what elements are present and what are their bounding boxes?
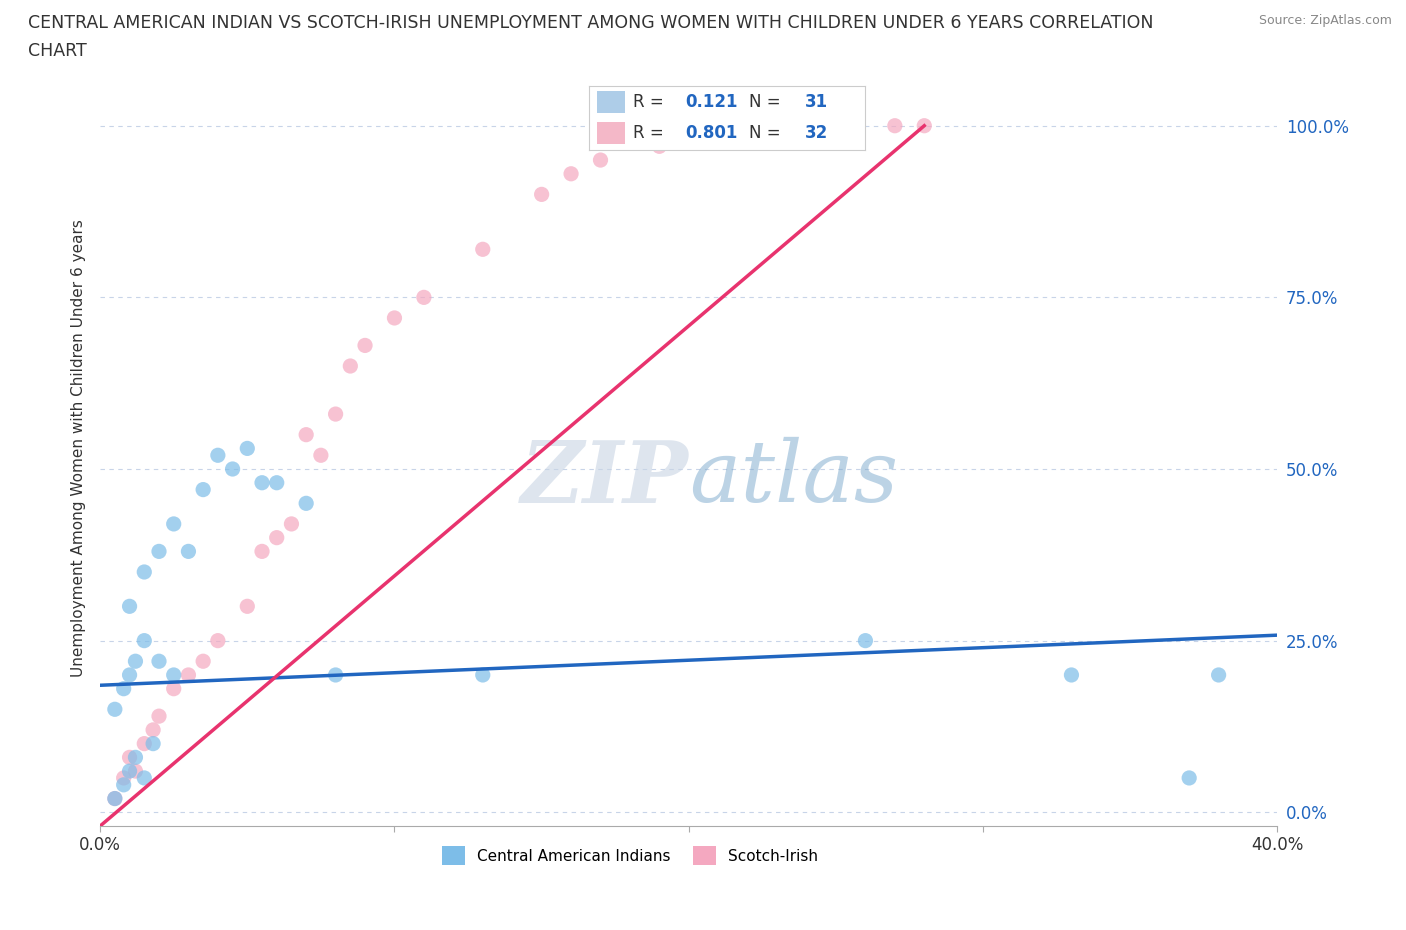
- Point: [124, 750, 146, 764]
- Point: [148, 544, 170, 559]
- Point: [177, 668, 200, 683]
- Text: CENTRAL AMERICAN INDIAN VS SCOTCH-IRISH UNEMPLOYMENT AMONG WOMEN WITH CHILDREN U: CENTRAL AMERICAN INDIAN VS SCOTCH-IRISH …: [28, 14, 1153, 32]
- Point: [207, 633, 229, 648]
- Point: [221, 461, 243, 476]
- Point: [250, 544, 273, 559]
- Point: [134, 633, 156, 648]
- Y-axis label: Unemployment Among Women with Children Under 6 years: Unemployment Among Women with Children U…: [72, 219, 86, 677]
- Point: [354, 338, 377, 352]
- Point: [118, 599, 141, 614]
- Legend: Central American Indians, Scotch-Irish: Central American Indians, Scotch-Irish: [436, 841, 824, 871]
- Point: [207, 448, 229, 463]
- Point: [124, 764, 146, 778]
- Point: [530, 187, 553, 202]
- Text: Source: ZipAtlas.com: Source: ZipAtlas.com: [1258, 14, 1392, 27]
- Text: atlas: atlas: [689, 437, 898, 520]
- Point: [471, 242, 494, 257]
- Point: [883, 118, 905, 133]
- Point: [177, 544, 200, 559]
- Point: [266, 530, 288, 545]
- Point: [339, 359, 361, 374]
- Point: [134, 771, 156, 786]
- Point: [325, 406, 347, 421]
- Point: [134, 737, 156, 751]
- Point: [266, 475, 288, 490]
- Point: [295, 427, 318, 442]
- Point: [118, 750, 141, 764]
- Point: [236, 441, 259, 456]
- Point: [148, 709, 170, 724]
- Point: [191, 482, 214, 497]
- Point: [118, 764, 141, 778]
- Point: [309, 448, 332, 463]
- Point: [589, 153, 612, 167]
- Point: [1208, 668, 1230, 683]
- Text: ZIP: ZIP: [522, 437, 689, 521]
- Point: [118, 668, 141, 683]
- Point: [560, 166, 582, 181]
- Point: [142, 737, 165, 751]
- Point: [134, 565, 156, 579]
- Point: [112, 771, 135, 786]
- Point: [471, 668, 494, 683]
- Point: [104, 702, 127, 717]
- Point: [384, 311, 406, 325]
- Point: [163, 682, 186, 697]
- Point: [191, 654, 214, 669]
- Point: [1178, 771, 1201, 786]
- Point: [142, 723, 165, 737]
- Point: [112, 682, 135, 697]
- Point: [855, 633, 877, 648]
- Point: [737, 132, 759, 147]
- Point: [412, 290, 434, 305]
- Point: [648, 139, 671, 153]
- Point: [280, 516, 302, 531]
- Point: [236, 599, 259, 614]
- Point: [124, 654, 146, 669]
- Point: [1060, 668, 1083, 683]
- Point: [796, 118, 818, 133]
- Point: [148, 654, 170, 669]
- Point: [678, 118, 700, 133]
- Point: [295, 496, 318, 511]
- Point: [325, 668, 347, 683]
- Point: [112, 777, 135, 792]
- Point: [912, 118, 935, 133]
- Point: [163, 668, 186, 683]
- Text: CHART: CHART: [28, 42, 87, 60]
- Point: [163, 516, 186, 531]
- Point: [104, 791, 127, 806]
- Point: [250, 475, 273, 490]
- Point: [104, 791, 127, 806]
